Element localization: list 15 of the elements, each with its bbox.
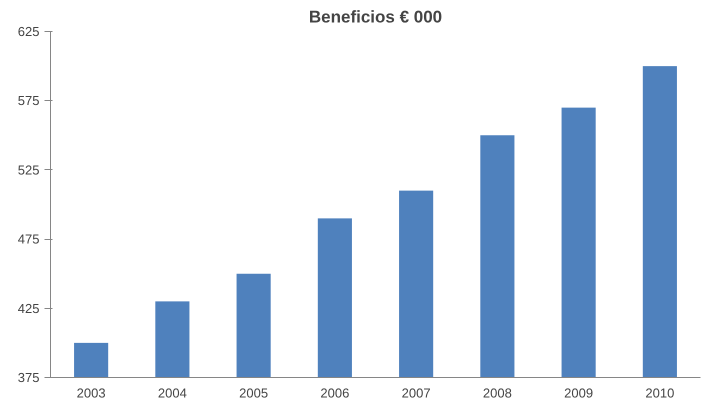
y-tick-label: 525 bbox=[18, 162, 40, 178]
y-tick-label: 575 bbox=[18, 93, 40, 108]
x-tick-label: 2007 bbox=[402, 386, 431, 400]
x-tick-label: 2009 bbox=[564, 386, 594, 400]
x-tick-label: 2008 bbox=[482, 386, 512, 400]
y-tick-label: 375 bbox=[18, 370, 40, 385]
y-tick-label: 425 bbox=[18, 300, 40, 316]
x-tick-label: 2003 bbox=[76, 386, 106, 400]
y-tick-label: 625 bbox=[18, 24, 40, 39]
chart-title: Beneficios € 000 bbox=[308, 8, 442, 26]
x-tick-label: 2010 bbox=[645, 386, 674, 400]
x-tick-label: 2006 bbox=[320, 386, 350, 400]
x-tick-label: 2004 bbox=[158, 386, 187, 400]
x-tick-label: 2005 bbox=[239, 386, 268, 400]
y-tick-label: 475 bbox=[18, 232, 40, 247]
